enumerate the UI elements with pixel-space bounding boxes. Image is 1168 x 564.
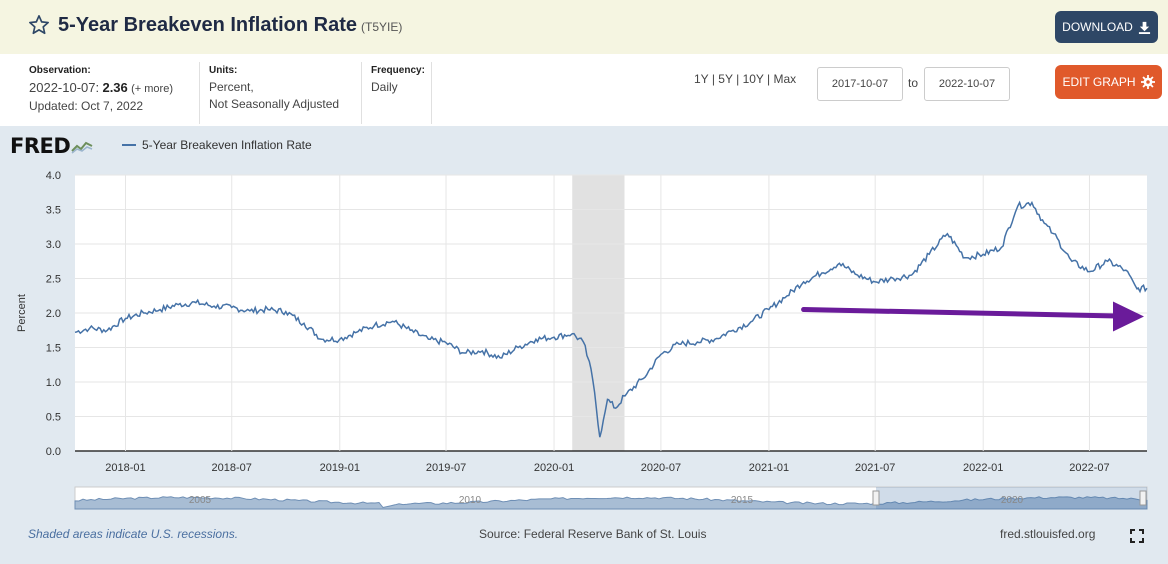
units-line1: Percent, <box>209 80 254 94</box>
observation-more-link[interactable]: (+ more) <box>131 83 173 95</box>
frequency-label: Frequency: <box>371 65 425 76</box>
observation-label: Observation: <box>29 65 91 76</box>
navigator-label: 2010 <box>459 495 482 506</box>
y-tick-label: 2.0 <box>46 308 61 320</box>
y-axis-label: Percent <box>16 294 28 332</box>
units-block: Units: Percent, Not Seasonally Adjusted <box>209 62 339 113</box>
observation-block: Observation: 2022-10-07: 2.36 (+ more) U… <box>29 62 173 115</box>
navigator-series <box>74 496 1148 510</box>
legend-swatch <box>122 144 136 146</box>
date-to-label: to <box>908 76 919 90</box>
divider <box>431 62 432 124</box>
gear-icon <box>1140 75 1155 89</box>
y-tick-label: 1.5 <box>46 343 61 355</box>
series-line <box>74 200 1148 438</box>
y-tick-label: 3.0 <box>46 239 61 251</box>
download-button[interactable]: DOWNLOAD <box>1055 11 1158 43</box>
annotation-arrow <box>801 307 1120 319</box>
chart-logo-icon <box>70 138 95 154</box>
navigator-label: 2020 <box>1001 495 1024 506</box>
fred-logo: FRED <box>10 134 95 158</box>
range-links: 1Y | 5Y | 10Y | Max <box>694 72 797 86</box>
range-max-link[interactable]: Max <box>773 72 797 86</box>
page-title: 5-Year Breakeven Inflation Rate (T5YIE) <box>58 14 402 37</box>
x-tick-label: 2019-01 <box>320 462 360 474</box>
x-tick-label: 2020-07 <box>641 462 681 474</box>
observation-date: 2022-10-07: <box>29 80 100 95</box>
y-tick-label: 0.0 <box>46 446 61 458</box>
y-tick-label: 0.5 <box>46 412 61 424</box>
updated-date: Updated: Oct 7, 2022 <box>29 99 144 113</box>
navigator-selection <box>876 487 1147 509</box>
observation-value: 2.36 <box>102 80 128 95</box>
x-tick-label: 2018-01 <box>105 462 145 474</box>
range-1y-link[interactable]: 1Y <box>694 72 709 86</box>
x-tick-label: 2020-01 <box>534 462 574 474</box>
end-date-input[interactable]: 2022-10-07 <box>924 67 1010 101</box>
site-url[interactable]: fred.stlouisfed.org <box>1000 527 1096 541</box>
series-title: 5-Year Breakeven Inflation Rate <box>58 14 358 36</box>
edit-graph-label: EDIT GRAPH <box>1062 75 1136 89</box>
units-line2: Not Seasonally Adjusted <box>209 97 340 111</box>
units-label: Units: <box>209 65 238 76</box>
x-tick-label: 2022-01 <box>963 462 1003 474</box>
x-tick-label: 2018-07 <box>212 462 252 474</box>
download-label: DOWNLOAD <box>1062 20 1133 34</box>
series-id: (T5YIE) <box>361 20 403 34</box>
y-tick-label: 1.0 <box>46 377 61 389</box>
divider <box>361 62 362 124</box>
range-10y-link[interactable]: 10Y <box>742 72 764 86</box>
star-icon[interactable] <box>28 14 50 36</box>
navigator-handle[interactable] <box>1139 490 1147 506</box>
frequency-value: Daily <box>371 80 398 94</box>
frequency-block: Frequency: Daily <box>371 62 425 96</box>
edit-graph-button[interactable]: EDIT GRAPH <box>1055 65 1162 99</box>
divider <box>199 62 200 124</box>
start-date-input[interactable]: 2017-10-07 <box>817 67 903 101</box>
navigator-label: 2015 <box>731 495 754 506</box>
navigator-handle[interactable] <box>872 490 880 506</box>
x-tick-label: 2021-07 <box>855 462 895 474</box>
download-icon <box>1138 21 1150 34</box>
annotation-arrowhead <box>1113 301 1144 332</box>
header-bar: 5-Year Breakeven Inflation Rate (T5YIE) D… <box>0 0 1168 54</box>
legend-label: 5-Year Breakeven Inflation Rate <box>142 138 312 152</box>
y-tick-label: 4.0 <box>46 170 61 182</box>
navigator-label: 2005 <box>189 495 212 506</box>
x-tick-label: 2022-07 <box>1069 462 1109 474</box>
recession-note: Shaded areas indicate U.S. recessions. <box>28 527 239 541</box>
x-tick-label: 2019-07 <box>426 462 466 474</box>
y-tick-label: 3.5 <box>46 205 61 217</box>
range-5y-link[interactable]: 5Y <box>718 72 733 86</box>
source-text: Source: Federal Reserve Bank of St. Loui… <box>479 527 707 541</box>
x-tick-label: 2021-01 <box>749 462 789 474</box>
chart-legend: 5-Year Breakeven Inflation Rate <box>122 138 312 152</box>
fullscreen-icon[interactable] <box>1130 529 1144 543</box>
line-chart: 0.0 0.5 1.0 1.5 2.0 2.5 3.0 3.5 4.0 2018-01 2018-0… <box>16 170 1148 510</box>
y-tick-label: 2.5 <box>46 274 61 286</box>
